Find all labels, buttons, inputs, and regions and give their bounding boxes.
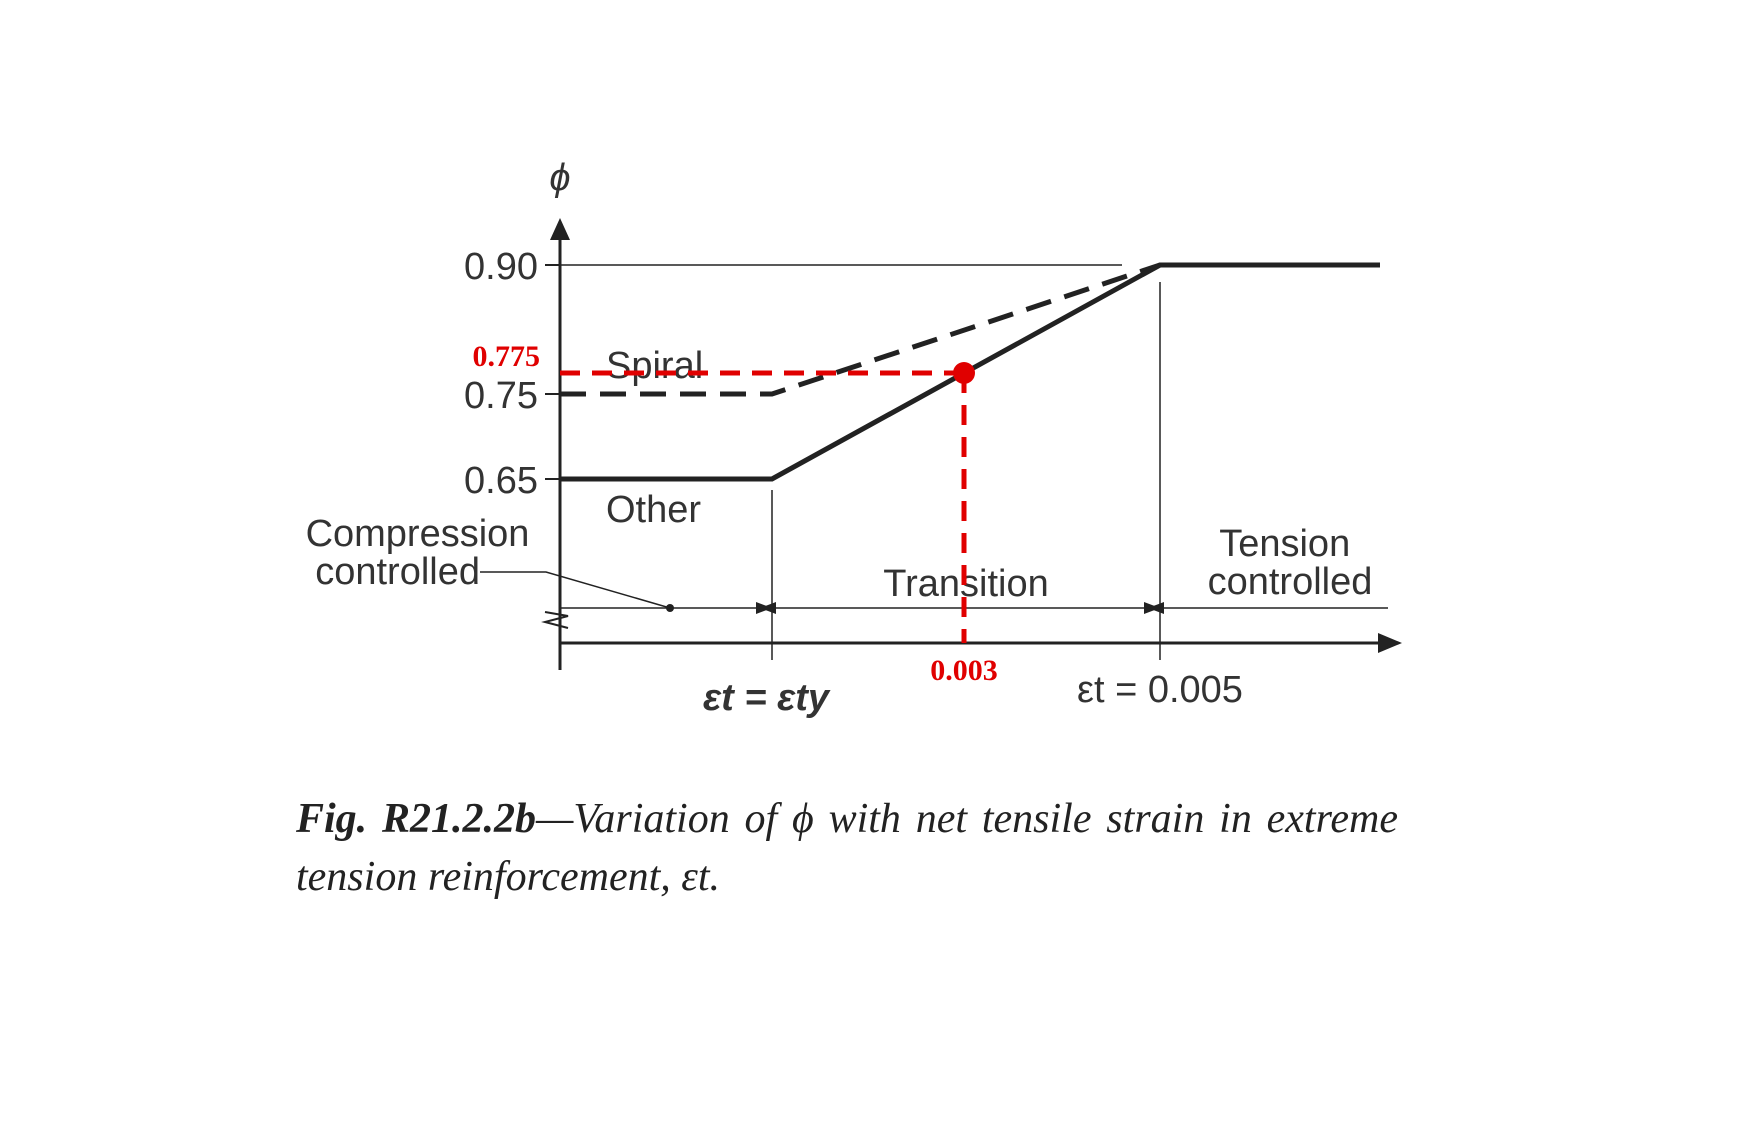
annotation-y-label: 0.775 [473,340,541,373]
figure-caption-text: —Variation of ϕ with net tensile strain … [296,796,1398,900]
y-tick-label-065: 0.65 [464,460,538,502]
figure-caption: Fig. R21.2.2b—Variation of ϕ with net te… [296,790,1398,906]
y-axis-label: ϕ [549,157,570,199]
y-tick-label-090: 0.90 [464,246,538,288]
region-label-tension-line1: Tension [1219,523,1350,565]
annotation-x-label: 0.003 [930,654,998,687]
x-label-ety: εt = εty [703,677,831,719]
series-label-spiral: Spiral [606,345,703,387]
region-label-compression-line2: controlled [315,551,480,593]
compression-leader-line [480,571,671,609]
region-label-tension-line2: controlled [1208,561,1373,603]
annotation-point [953,362,975,384]
series-label-other: Other [606,489,701,531]
y-tick-label-075: 0.75 [464,375,538,417]
region-label-compression-line1: Compression [306,513,530,555]
series-spiral-line [560,262,1161,397]
region-label-compression: Compression controlled [306,513,540,593]
axis-break-symbol [541,611,569,629]
figure-caption-label: Fig. R21.2.2b [296,796,537,842]
x-label-0005: εt = 0.005 [1077,669,1243,711]
region-label-tension: Tension controlled [1208,523,1373,603]
x-axis-arrow [1378,633,1402,653]
y-axis-arrow [550,218,570,240]
